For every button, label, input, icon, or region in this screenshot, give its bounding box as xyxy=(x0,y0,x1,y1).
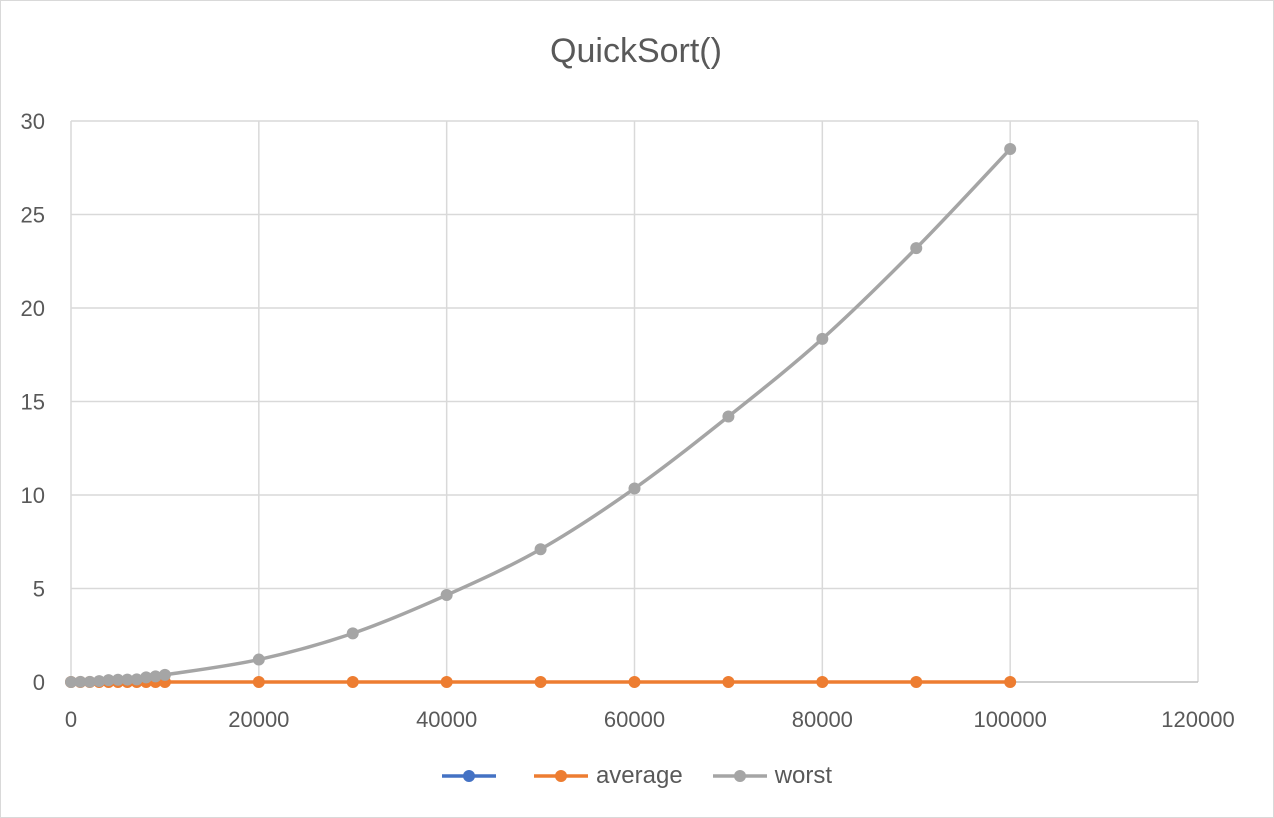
point-average-19 xyxy=(1004,676,1017,688)
chart-legend: average worst xyxy=(0,762,1272,790)
legend-swatch-2 xyxy=(712,770,767,782)
y-tick-label-0: 0 xyxy=(33,670,45,695)
x-tick-label-4: 80000 xyxy=(792,707,853,732)
point-worst-13 xyxy=(440,589,453,602)
legend-label-1: average xyxy=(595,762,683,789)
x-tick-label-5: 100000 xyxy=(973,707,1046,732)
point-average-16 xyxy=(722,676,735,688)
point-worst-18 xyxy=(910,242,923,255)
point-average-12 xyxy=(346,676,359,688)
y-tick-label-1: 5 xyxy=(33,577,45,602)
point-average-15 xyxy=(628,676,641,688)
legend-item-0 xyxy=(440,762,504,790)
y-tick-label-5: 25 xyxy=(21,203,45,228)
x-tick-label-0: 0 xyxy=(65,707,77,732)
point-worst-3 xyxy=(93,675,106,688)
point-worst-11 xyxy=(252,653,265,666)
point-worst-0 xyxy=(65,676,77,688)
series-line-worst xyxy=(69,147,1012,684)
point-average-13 xyxy=(440,676,453,688)
point-worst-4 xyxy=(102,674,115,687)
x-tick-label-3: 60000 xyxy=(604,707,665,732)
x-tick-label-2: 40000 xyxy=(416,707,477,732)
y-tick-label-3: 15 xyxy=(21,390,45,415)
point-average-14 xyxy=(534,676,547,688)
point-average-18 xyxy=(910,676,923,688)
point-worst-19 xyxy=(1004,143,1017,156)
legend-item-2: worst xyxy=(711,762,832,790)
point-average-11 xyxy=(252,676,265,688)
point-worst-14 xyxy=(534,543,547,556)
point-worst-7 xyxy=(130,673,143,686)
point-worst-10 xyxy=(158,668,171,681)
point-worst-1 xyxy=(74,675,87,688)
point-worst-17 xyxy=(816,332,829,345)
point-worst-16 xyxy=(722,410,735,423)
legend-swatch-1 xyxy=(533,770,588,782)
chart-title: QuickSort() xyxy=(550,32,722,70)
point-worst-15 xyxy=(628,482,641,495)
legend-label-2: worst xyxy=(774,762,833,789)
point-worst-9 xyxy=(149,670,162,683)
x-tick-label-6: 120000 xyxy=(1161,707,1234,732)
x-tick-label-1: 20000 xyxy=(228,707,289,732)
legend-swatch-0 xyxy=(441,770,496,782)
point-worst-2 xyxy=(83,675,96,688)
point-worst-6 xyxy=(121,673,134,686)
point-worst-5 xyxy=(111,673,124,686)
y-tick-label-2: 10 xyxy=(21,483,45,508)
legend-item-1: average xyxy=(532,762,683,790)
point-worst-8 xyxy=(140,671,153,684)
y-tick-label-6: 30 xyxy=(21,109,45,134)
y-tick-label-4: 20 xyxy=(21,296,45,321)
point-average-17 xyxy=(816,676,829,688)
point-worst-12 xyxy=(346,627,359,640)
